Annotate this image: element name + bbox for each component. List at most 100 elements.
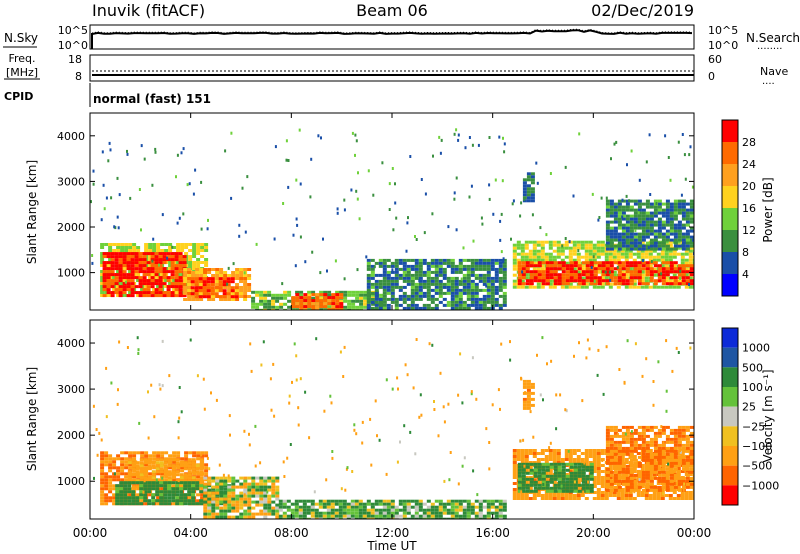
power-cell: [170, 255, 175, 259]
velocity-cell: [560, 458, 565, 461]
velocity-cell: [596, 494, 601, 497]
power-cell: [426, 303, 431, 307]
power-cell: [664, 252, 669, 256]
velocity-cell: [544, 461, 549, 464]
velocity-cell: [124, 466, 129, 470]
power-cell: [613, 279, 618, 283]
power-cell: [158, 258, 163, 262]
power-cell: [677, 273, 682, 277]
power-cell: [450, 297, 455, 301]
noise-sky-line: [91, 29, 693, 35]
velocity-cell: [120, 472, 125, 476]
power-cell: [343, 299, 348, 303]
power-cell: [323, 296, 328, 300]
power-cell: [150, 252, 155, 256]
power-cell: [180, 151, 183, 155]
power-cell: [549, 264, 554, 268]
velocity-cell: [255, 503, 260, 507]
power-cell: [530, 172, 535, 176]
power-cell: [218, 295, 223, 299]
power-cell: [194, 168, 197, 172]
power-cell: [454, 297, 459, 301]
power-cell: [174, 255, 179, 259]
power-cell: [494, 178, 497, 182]
velocity-cell: [191, 479, 196, 483]
velocity-cell: [616, 482, 621, 485]
velocity-cell: [576, 458, 581, 461]
power-cell: [633, 267, 638, 271]
velocity-cell: [235, 479, 240, 483]
power-cell: [629, 217, 634, 221]
power-cell: [474, 264, 479, 268]
power-cell: [247, 268, 252, 271]
velocity-cell: [187, 499, 192, 503]
velocity-cell: [536, 491, 541, 494]
power-cell: [146, 261, 151, 265]
power-cell: [649, 279, 654, 283]
power-cell: [609, 247, 614, 251]
power-cell: [685, 214, 690, 218]
power-cell: [649, 247, 654, 251]
velocity-cell: [524, 455, 529, 458]
power-cell: [363, 305, 368, 309]
power-cell: [410, 267, 415, 271]
power-cell: [669, 217, 674, 221]
power-cell: [460, 277, 463, 281]
power-cell: [394, 282, 399, 286]
power-cell: [184, 252, 189, 255]
power-cell: [134, 276, 139, 280]
power-cell: [446, 300, 451, 304]
power-cell: [110, 285, 115, 289]
power-cell: [573, 270, 578, 274]
power-cell: [100, 276, 105, 279]
power-cell: [544, 258, 549, 262]
power-cell: [166, 276, 171, 280]
power-cell: [597, 276, 602, 280]
power-cell: [661, 202, 666, 206]
velocity-cell: [378, 508, 383, 512]
power-cell: [191, 289, 196, 292]
velocity-cell: [223, 484, 228, 488]
power-cell: [584, 252, 589, 256]
power-cell: [526, 184, 531, 188]
power-cell: [486, 279, 491, 283]
power-cell: [168, 282, 173, 285]
power-cell: [552, 255, 557, 259]
power-cell: [295, 305, 300, 309]
power-cell: [100, 258, 105, 261]
velocity-cell: [282, 511, 287, 515]
power-cell: [665, 273, 670, 277]
power-cell: [440, 138, 443, 142]
power-cell: [183, 292, 188, 295]
power-cell: [516, 243, 521, 247]
velocity-cell: [616, 491, 621, 494]
power-cell: [490, 258, 495, 262]
power-cell: [430, 258, 435, 262]
power-cell: [592, 252, 597, 256]
power-cell: [653, 264, 658, 268]
power-cell: [645, 261, 650, 265]
power-cell: [645, 220, 650, 224]
velocity-cell: [251, 488, 256, 492]
power-cell: [478, 303, 483, 307]
velocity-cell: [215, 479, 220, 483]
power-cell: [648, 255, 653, 259]
power-cell: [409, 155, 412, 158]
velocity-cell: [390, 514, 395, 518]
velocity-cell: [159, 461, 164, 465]
power-cell: [275, 293, 280, 297]
power-cell: [532, 285, 537, 289]
velocity-cell: [143, 481, 148, 485]
power-cell: [537, 279, 542, 283]
power-cell: [144, 246, 149, 249]
velocity-cell: [163, 487, 168, 491]
velocity-cell: [183, 481, 188, 485]
power-cell: [669, 261, 674, 265]
power-cell: [136, 279, 141, 282]
power-cell: [652, 267, 657, 271]
power-cell: [540, 243, 545, 247]
power-cell: [166, 258, 171, 262]
velocity-cell: [366, 517, 371, 519]
velocity-cell: [219, 485, 224, 489]
velocity-cell: [139, 493, 144, 497]
